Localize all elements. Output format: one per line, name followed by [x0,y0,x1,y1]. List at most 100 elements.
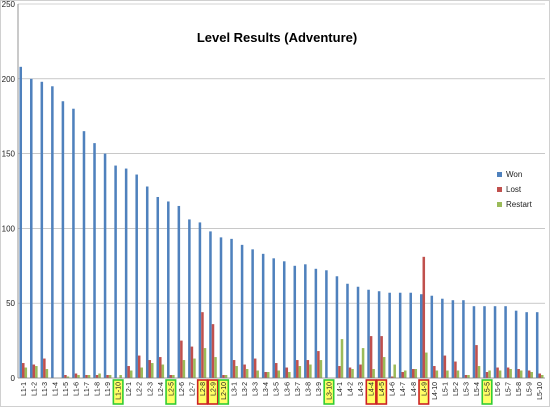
bar-won-l5-9 [525,312,528,378]
x-tick-label: L4-8 [411,382,418,396]
x-tick-label: L1-8 [95,382,102,396]
x-tick-label: L5-8 [516,382,523,396]
highlight-box-l4-4 [365,379,377,405]
bar-lost-l1-1 [22,363,25,378]
x-tick-label: L3-8 [305,382,312,396]
x-tick-label: L4-4 [369,382,376,396]
bar-restart-l4-9 [425,352,428,378]
x-tick-label: L5-5 [485,382,492,396]
bar-won-l1-7 [82,131,86,378]
y-tick-label: 150 [2,150,16,159]
bar-lost-l3-9 [317,351,320,378]
bar-lost-l5-3 [464,375,468,378]
bar-won-l1-6 [72,108,75,378]
bar-lost-l4-3 [359,364,362,378]
bar-won-l4-8 [409,292,412,378]
bar-won-l3-2 [240,244,244,378]
x-tick-label: L2-2 [137,382,144,396]
x-tick-label: L3-5 [274,382,281,396]
bar-restart-l1-10 [119,375,122,378]
bar-lost-l3-3 [253,358,257,378]
bar-lost-l1-6 [74,373,78,378]
bar-restart-l3-6 [288,372,291,378]
bar-lost-l5-5 [485,372,489,378]
bar-restart-l4-8 [414,369,418,378]
bar-won-l4-4 [367,289,370,378]
bar-lost-l1-7 [85,375,88,378]
bar-restart-l5-7 [509,369,512,378]
x-tick-label: L4-2 [348,382,355,396]
bar-lost-l4-7 [401,372,404,378]
bar-won-l3-8 [304,264,307,378]
bar-restart-l4-1 [340,339,344,378]
legend-label-won: Won [506,170,522,179]
bar-restart-l1-3 [45,369,49,378]
bar-restart-l3-7 [298,366,302,378]
x-tick-label: L1-9 [105,382,112,396]
bar-lost-l2-7 [190,346,194,378]
bar-won-l5-3 [462,300,465,378]
bar-lost-l3-2 [243,364,246,378]
x-tick-label: L3-1 [232,382,239,396]
bar-restart-l1-6 [77,375,80,378]
bar-lost-l1-2 [32,364,36,378]
x-tick-label: L1-7 [84,382,91,396]
x-tick-label: L5-10 [537,382,544,400]
bar-won-l3-10 [325,270,328,378]
x-tick-label: L4-7 [400,382,407,396]
bar-restart-l2-4 [161,364,165,378]
bar-restart-l1-5 [66,376,70,378]
x-tick-label: L2-3 [147,382,154,396]
bar-restart-l1-1 [24,367,28,378]
bar-won-l3-1 [230,238,233,378]
x-tick-label: L5-4 [474,382,481,396]
x-tick-label: L4-9 [421,382,428,396]
bar-lost-l3-4 [264,372,267,378]
bar-won-l5-10 [535,312,539,378]
bar-restart-l5-8 [519,370,523,378]
bar-restart-l5-1 [446,370,449,378]
y-tick-label: 0 [11,374,16,383]
highlight-box-l2-9 [207,379,219,405]
axes [17,4,545,379]
bar-won-l3-3 [251,249,254,378]
bar-lost-l2-10 [222,375,225,378]
bar-won-l1-5 [61,101,65,379]
legend: Won Lost Restart [497,170,533,209]
x-tick-label: L2-1 [126,382,133,396]
x-tick-label: L4-1 [337,382,344,396]
bar-restart-l5-10 [540,375,544,378]
bar-restart-l3-1 [235,366,238,378]
x-tick-label: L1-4 [52,382,59,396]
bar-lost-l1-5 [64,375,67,378]
bar-restart-l3-9 [319,360,323,378]
highlight-box-l4-5 [376,379,388,405]
highlight-box-l2-8 [196,379,209,405]
bar-lost-l2-8 [201,312,204,378]
x-tick-label: L1-3 [42,382,49,396]
bar-won-l5-4 [472,306,476,378]
bar-lost-l3-1 [232,360,236,378]
bar-won-l4-1 [335,276,339,378]
x-tick-label: L1-10 [116,382,123,400]
bar-won-l2-4 [156,196,160,378]
x-tick-label: L3-2 [242,382,249,396]
bar-restart-l4-7 [403,370,407,378]
bar-won-l2-1 [124,168,128,378]
bar-lost-l5-4 [475,345,478,378]
bar-won-l3-7 [293,265,297,378]
bar-won-l5-2 [451,300,455,378]
bar-won-l3-9 [314,268,318,378]
bar-restart-l4-5 [382,357,386,378]
bar-restart-l3-2 [245,369,249,378]
x-tick-label: L5-6 [495,382,502,396]
bar-won-l2-10 [219,237,223,378]
bar-restart-l5-2 [456,370,460,378]
bar-restart-l2-10 [224,375,228,378]
bar-restart-l3-5 [277,370,281,378]
bar-lost-l3-7 [296,360,299,378]
bar-restart-l2-8 [203,348,207,378]
bar-restart-l4-6 [393,364,396,378]
bar-lost-l3-5 [274,363,278,378]
bars [19,66,544,379]
